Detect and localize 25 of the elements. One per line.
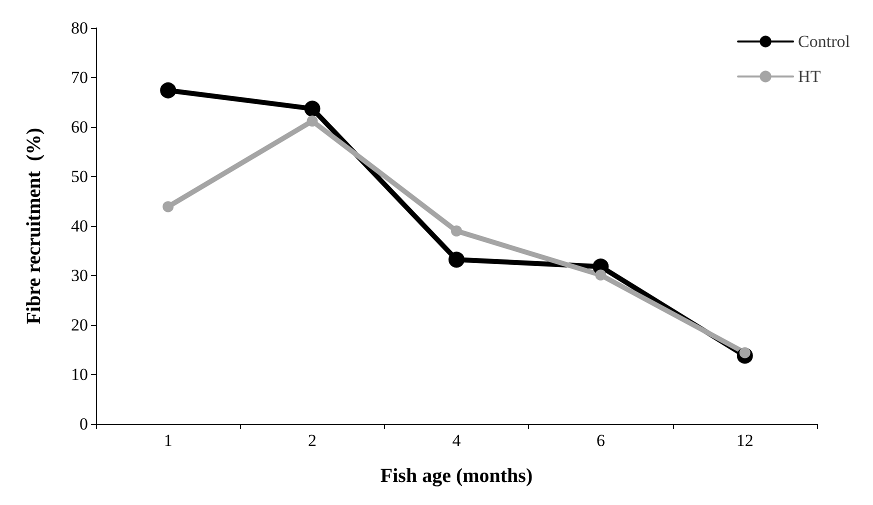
y-tick-label: 70 (71, 68, 88, 87)
point (595, 270, 606, 280)
y-tick-label: 30 (71, 266, 88, 285)
y-tick-label: 80 (71, 18, 88, 38)
point (160, 82, 176, 98)
point (162, 201, 174, 212)
x-tick-label: 2 (308, 431, 317, 450)
x-tick-label: 12 (736, 431, 754, 450)
legend-label: Control (798, 32, 850, 51)
x-tick-label: 1 (164, 431, 172, 450)
point (304, 100, 320, 117)
legend-label: HT (798, 67, 822, 86)
y-tick-label: 50 (71, 167, 88, 186)
point (451, 225, 462, 236)
point (448, 252, 464, 268)
y-tick-label: 20 (71, 316, 88, 334)
y-axis-title: Fibre recruitment (%) (23, 128, 45, 324)
point (306, 116, 318, 127)
y-tick-label: 40 (71, 216, 88, 236)
y-tick-label: 10 (71, 365, 88, 384)
x-tick-label: 6 (596, 431, 605, 450)
y-tick-label: 60 (71, 118, 88, 136)
x-axis-title: Fish age (months) (380, 465, 533, 487)
y-tick-label: 0 (80, 414, 88, 434)
x-tick-label: 4 (452, 431, 462, 450)
